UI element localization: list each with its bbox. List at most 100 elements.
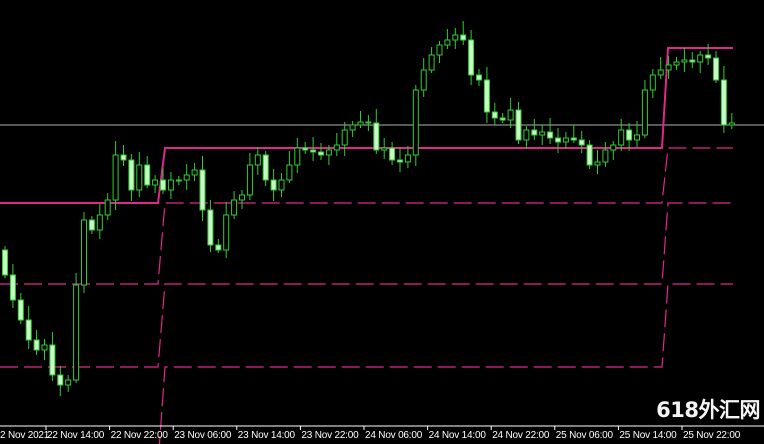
- x-tick-label: 23 Nov 22:00: [301, 430, 359, 441]
- candle-body: [88, 219, 95, 231]
- candle-body: [397, 159, 403, 163]
- x-tick-label: 2 Nov 2021: [0, 430, 50, 441]
- candle-body: [634, 134, 640, 141]
- candle-body: [191, 169, 198, 176]
- candle-body: [539, 131, 546, 136]
- candle-body: [341, 129, 348, 146]
- candle-body: [167, 179, 174, 191]
- candle-body: [160, 179, 166, 191]
- candle-body: [144, 164, 151, 186]
- candle-body: [452, 34, 459, 41]
- candle-body: [136, 164, 143, 191]
- candle-body: [428, 54, 435, 71]
- candle-body: [310, 149, 317, 153]
- candle-body: [33, 339, 40, 351]
- candle-body: [239, 194, 245, 201]
- candle-body: [420, 69, 427, 91]
- candle-body: [65, 379, 72, 386]
- candle-body: [302, 147, 309, 151]
- candle-body: [57, 374, 64, 386]
- candle-body: [49, 344, 56, 376]
- candle-body: [223, 214, 230, 251]
- candle-body: [246, 164, 253, 196]
- x-tick-label: 25 Nov 22:00: [683, 430, 741, 441]
- candle-body: [562, 137, 569, 143]
- watermark-logo: 618外汇网: [656, 398, 760, 422]
- candle-body: [531, 129, 538, 136]
- candle-body: [381, 147, 388, 151]
- candle-body: [112, 154, 119, 201]
- candle-body: [460, 34, 467, 41]
- x-tick-label: 24 Nov 22:00: [492, 430, 550, 441]
- x-tick-label: 25 Nov 06:00: [555, 430, 613, 441]
- candle-body: [491, 111, 498, 119]
- candle-body: [262, 154, 269, 181]
- candle-body: [657, 69, 664, 76]
- candle-body: [254, 154, 261, 166]
- x-tick-label: 22 Nov 14:00: [47, 430, 105, 441]
- candle-body: [681, 59, 688, 63]
- candle-body: [231, 199, 238, 216]
- candle-body: [41, 344, 48, 351]
- candle-body: [665, 64, 672, 71]
- candle-body: [720, 79, 727, 126]
- candle-body: [436, 44, 443, 56]
- support-level-line-1: [0, 147, 733, 285]
- candle-body: [649, 74, 656, 91]
- candle-body: [602, 149, 609, 163]
- candle-body: [618, 129, 625, 146]
- candle-body: [697, 54, 704, 63]
- candle-body: [325, 149, 332, 156]
- candle-body: [318, 151, 324, 156]
- candle-body: [152, 179, 159, 186]
- candle-body: [349, 124, 356, 131]
- candle-body: [404, 154, 411, 163]
- candle-body: [713, 57, 719, 81]
- x-tick-label: 24 Nov 14:00: [428, 430, 486, 441]
- candle-body: [2, 249, 8, 276]
- candle-body: [96, 214, 103, 231]
- candle-body: [570, 137, 577, 141]
- candle-body: [641, 89, 648, 136]
- candle-body: [468, 39, 475, 76]
- candle-body: [278, 179, 285, 191]
- candle-body: [515, 109, 522, 141]
- candle-body: [705, 54, 712, 59]
- candle-body: [81, 219, 87, 286]
- candle-body: [373, 122, 380, 151]
- candle-body: [17, 299, 24, 321]
- candle-body: [444, 39, 451, 46]
- candle-body: [547, 131, 554, 139]
- candle-body: [175, 179, 182, 182]
- candle-body: [128, 159, 135, 191]
- candle-body: [25, 319, 32, 341]
- candle-body: [199, 169, 206, 211]
- candle-body: [365, 121, 372, 124]
- candle-body: [728, 122, 735, 126]
- candle-body: [594, 161, 601, 166]
- support-level-line-3: [158, 283, 733, 444]
- candle-body: [286, 164, 293, 181]
- candle-body: [215, 244, 222, 251]
- candle-body: [9, 274, 16, 301]
- candle-body: [555, 137, 561, 143]
- candle-body: [183, 174, 190, 181]
- candle-body: [333, 144, 340, 151]
- candle-body: [270, 179, 277, 191]
- candle-body: [483, 79, 490, 113]
- candle-body: [412, 89, 419, 156]
- candle-body: [578, 139, 585, 146]
- candle-body: [626, 129, 633, 141]
- x-tick-label: 22 Nov 22:00: [110, 430, 168, 441]
- candle-body: [586, 144, 593, 166]
- candle-body: [610, 144, 617, 151]
- candle-body: [73, 284, 80, 381]
- candle-body: [523, 129, 530, 141]
- candle-body: [476, 74, 482, 81]
- candle-body: [104, 199, 111, 216]
- candle-body: [207, 209, 214, 246]
- candle-body: [673, 61, 680, 66]
- candle-body: [507, 109, 514, 121]
